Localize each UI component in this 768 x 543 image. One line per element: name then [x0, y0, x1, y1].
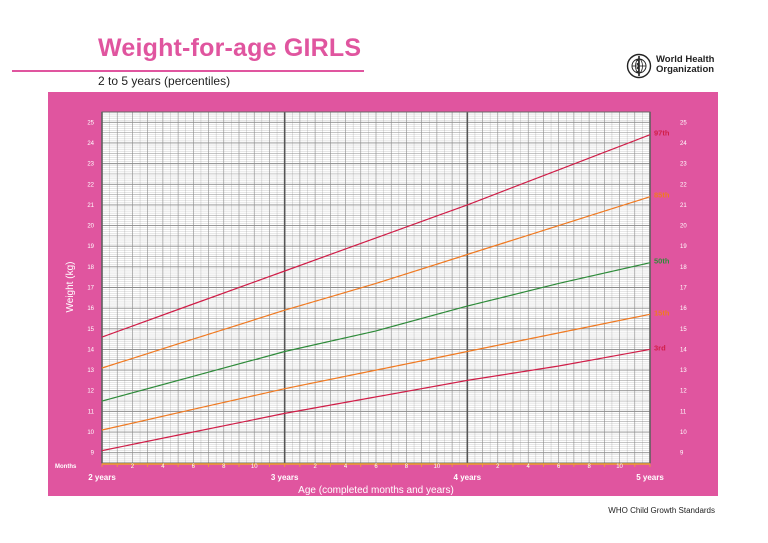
y-tick-label-left: 25 — [87, 120, 94, 126]
x-month-label: 4 — [161, 464, 165, 470]
x-year-label: 5 years — [636, 473, 664, 482]
y-tick-label-right: 10 — [680, 430, 687, 436]
x-month-label: 2 — [313, 464, 317, 470]
y-tick-label-right: 21 — [680, 203, 687, 209]
y-tick-label-left: 23 — [87, 162, 94, 168]
y-tick-label-left: 20 — [87, 224, 94, 230]
x-month-label: 10 — [434, 464, 441, 470]
y-tick-label-right: 17 — [680, 286, 687, 292]
y-tick-label-left: 21 — [87, 203, 94, 209]
y-tick-label-left: 24 — [87, 141, 94, 147]
y-tick-label-left: 18 — [87, 265, 94, 271]
y-axis-title: Weight (kg) — [65, 262, 76, 313]
plot-border — [101, 111, 651, 464]
x-year-label: 4 years — [454, 473, 482, 482]
series-line-97th — [101, 134, 651, 338]
x-month-label: 10 — [616, 464, 623, 470]
y-tick-label-right: 23 — [680, 162, 687, 168]
axis-layer: 9 9 10 10 11 11 12 12 13 13 14 14 15 15 16 16 17 17 18 18 19… — [87, 120, 687, 482]
y-tick-label-right: 16 — [680, 306, 687, 312]
who-name: World Health Organization — [656, 54, 715, 75]
x-month-label: 8 — [405, 464, 409, 470]
x-month-label: 8 — [587, 464, 591, 470]
x-month-label: 6 — [374, 464, 378, 470]
grid-layer — [101, 111, 651, 464]
series-line-50th — [101, 262, 651, 402]
y-tick-label-left: 13 — [87, 368, 94, 374]
series-line-85th — [101, 196, 651, 369]
y-tick-label-right: 19 — [680, 244, 687, 250]
y-tick-label-left: 14 — [87, 347, 94, 353]
y-tick-label-right: 14 — [680, 347, 687, 353]
series-label-3rd: 3rd — [654, 343, 666, 352]
title-divider — [12, 70, 364, 72]
y-tick-label-right: 24 — [680, 141, 687, 147]
y-tick-label-right: 20 — [680, 224, 687, 230]
y-tick-label-left: 17 — [87, 286, 94, 292]
x-month-label: 4 — [527, 464, 531, 470]
series-label-85th: 85th — [654, 191, 670, 200]
series-label-97th: 97th — [654, 129, 670, 138]
series-line-3rd — [101, 348, 651, 452]
series-label-50th: 50th — [654, 257, 670, 266]
x-month-label: 2 — [131, 464, 135, 470]
y-tick-label-left: 19 — [87, 244, 94, 250]
y-tick-label-left: 22 — [87, 182, 94, 188]
y-tick-label-left: 9 — [91, 451, 95, 457]
x-month-label: 6 — [192, 464, 196, 470]
x-axis-title: Age (completed months and years) — [298, 485, 454, 496]
y-tick-label-right: 9 — [680, 451, 684, 457]
page-title: Weight-for-age GIRLS — [98, 34, 362, 62]
y-tick-label-left: 11 — [88, 409, 95, 415]
x-year-label: 2 years — [88, 473, 116, 482]
y-tick-label-right: 13 — [680, 368, 687, 374]
y-tick-label-left: 15 — [87, 327, 94, 333]
series-label-15th: 15th — [654, 308, 670, 317]
y-tick-label-right: 25 — [680, 120, 687, 126]
y-tick-label-right: 11 — [680, 409, 687, 415]
y-tick-label-right: 22 — [680, 182, 687, 188]
who-emblem-icon — [626, 53, 652, 79]
months-label: Months — [55, 464, 77, 470]
x-month-label: 2 — [496, 464, 500, 470]
x-year-label: 3 years — [271, 473, 299, 482]
y-tick-label-right: 15 — [680, 327, 687, 333]
page-subtitle: 2 to 5 years (percentiles) — [98, 74, 231, 88]
y-tick-label-left: 10 — [87, 430, 94, 436]
x-month-label: 8 — [222, 464, 226, 470]
x-month-label: 4 — [344, 464, 348, 470]
footer-credit: WHO Child Growth Standards — [608, 506, 715, 515]
x-month-label: 10 — [251, 464, 258, 470]
y-tick-label-left: 16 — [87, 306, 94, 312]
series-line-15th — [101, 313, 651, 431]
y-tick-label-left: 12 — [87, 389, 94, 395]
label-layer: 97th 85th 50th 15th 3rd — [654, 129, 670, 353]
series-layer — [101, 134, 651, 452]
y-tick-label-right: 18 — [680, 265, 687, 271]
x-month-label: 6 — [557, 464, 561, 470]
y-tick-label-right: 12 — [680, 389, 687, 395]
